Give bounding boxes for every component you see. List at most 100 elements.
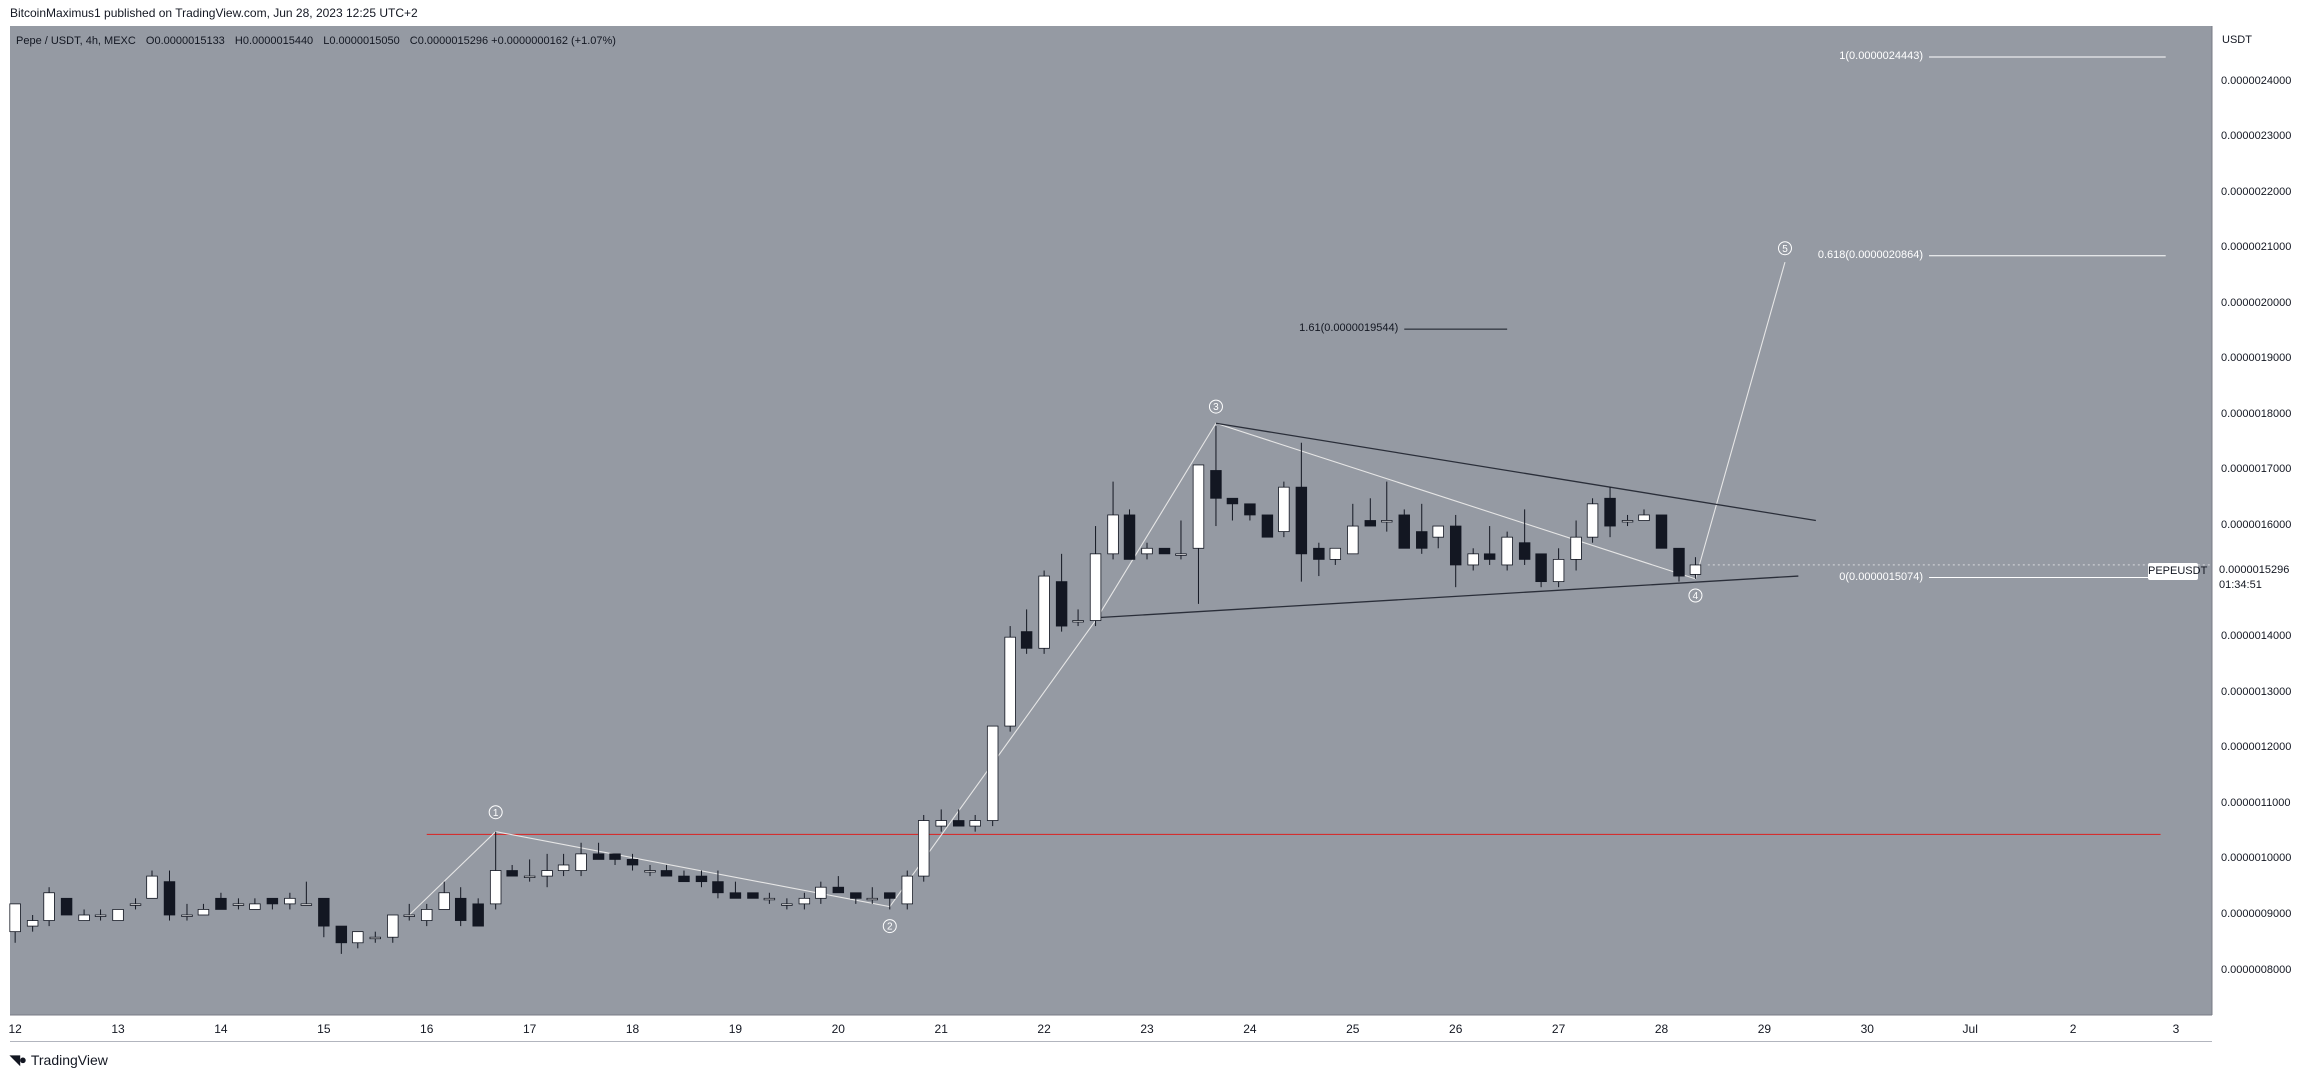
- candle: [557, 864, 570, 871]
- candle: [1570, 536, 1582, 560]
- candle: [626, 859, 639, 866]
- candle: [352, 931, 364, 944]
- candle: [9, 903, 21, 933]
- wave-label-5: 5: [1782, 244, 1788, 255]
- candle: [94, 914, 107, 917]
- candle: [112, 909, 124, 921]
- candle: [1038, 575, 1050, 649]
- candle: [592, 853, 605, 860]
- candle: [935, 820, 947, 827]
- candle: [1192, 464, 1205, 549]
- candle: [1055, 581, 1068, 627]
- candle: [678, 875, 690, 883]
- candle: [1586, 503, 1599, 538]
- tradingview-logo[interactable]: ◥● TradingView: [10, 1052, 108, 1068]
- candle: [1432, 525, 1444, 538]
- candle: [832, 886, 845, 894]
- price-tick: 0.0000009000: [2221, 907, 2292, 920]
- candle: [1175, 553, 1187, 556]
- pair-label: Pepe / USDT, 4h, MEXC: [16, 35, 136, 47]
- wave-label-circle: [1688, 588, 1703, 603]
- wave-label-2: 2: [887, 922, 893, 933]
- candle: [1295, 486, 1308, 555]
- candle: [1278, 486, 1290, 533]
- price-tick: 0.0000020000: [2221, 296, 2292, 309]
- candle: [1072, 620, 1084, 623]
- candle: [609, 853, 621, 860]
- candle: [952, 820, 965, 827]
- time-tick: 21: [934, 1022, 948, 1036]
- price-tick: 0.0000010000: [2221, 852, 2292, 865]
- price-tick: 0.0000021000: [2221, 241, 2292, 254]
- wave-label-circle: [882, 919, 897, 934]
- wave-label-circle: [1208, 399, 1223, 414]
- footer-brand: TradingView: [30, 1052, 108, 1068]
- candle: [986, 725, 999, 821]
- candle: [454, 897, 467, 921]
- candle: [815, 886, 827, 899]
- last-price-box: 0.0000015296 01:34:51: [2213, 563, 2299, 593]
- candle: [1381, 520, 1393, 523]
- candle: [421, 909, 433, 921]
- candle: [1501, 536, 1513, 566]
- time-tick: 14: [214, 1022, 228, 1036]
- candle: [1244, 503, 1256, 516]
- candle: [1483, 553, 1496, 560]
- tradingview-logo-icon: ◥●: [10, 1052, 27, 1067]
- candle: [1604, 497, 1616, 527]
- time-tick: 15: [317, 1022, 331, 1036]
- time-tick: Jul: [1962, 1022, 1978, 1036]
- footer-divider: [10, 1041, 2212, 1042]
- candle: [1638, 514, 1650, 521]
- candle: [1535, 553, 1547, 583]
- candle: [1518, 542, 1531, 560]
- wave-label-1: 1: [493, 808, 499, 819]
- extension-label: 1.61(0.0000019544): [1299, 322, 1399, 335]
- wave-label-circle: [1777, 241, 1792, 256]
- candle: [266, 897, 279, 905]
- wedge-lower-line: [1095, 575, 1799, 619]
- price-axis-unit: USDT: [2222, 34, 2252, 46]
- wedge-upper-line: [1215, 422, 1816, 522]
- symbol-tag: PEPEUSDT: [2148, 563, 2207, 580]
- wave-label-3: 3: [1213, 402, 1219, 413]
- candle: [1123, 514, 1136, 560]
- time-tick: 23: [1140, 1022, 1154, 1036]
- candle: [1107, 514, 1119, 555]
- time-tick: 18: [625, 1022, 640, 1036]
- close-key: C: [409, 35, 418, 47]
- candle: [1261, 514, 1274, 538]
- high-key: H: [234, 35, 243, 47]
- candle: [1398, 514, 1410, 549]
- time-tick: 27: [1551, 1022, 1566, 1036]
- candle: [1364, 520, 1377, 527]
- countdown: 01:34:51: [2219, 579, 2262, 591]
- candle: [695, 875, 708, 883]
- ohlc-legend: Pepe / USDT, 4h, MEXC O0.0000015133 H0.0…: [16, 35, 616, 47]
- last-price: 0.0000015296: [2219, 564, 2290, 576]
- candle: [798, 897, 811, 905]
- candle: [660, 870, 673, 877]
- time-tick: 20: [831, 1022, 845, 1036]
- candle: [747, 892, 759, 899]
- candle: [712, 881, 724, 894]
- time-tick: 2: [2069, 1022, 2077, 1036]
- price-tick: 0.0000018000: [2221, 407, 2292, 420]
- fib-level-label: 0.618(0.0000020864): [1817, 248, 1924, 261]
- candle: [1449, 525, 1462, 566]
- fib-level-label: 0(0.0000015074): [1839, 570, 1924, 583]
- price-tick: 0.0000014000: [2221, 630, 2292, 643]
- time-tick: 30: [1860, 1022, 1874, 1036]
- candle: [1552, 558, 1565, 583]
- open-value: 0.0000015133: [154, 35, 225, 47]
- low-key: L: [323, 35, 330, 47]
- candle: [850, 892, 862, 899]
- price-tick: 0.0000019000: [2221, 352, 2292, 365]
- price-tick: 0.0000016000: [2221, 519, 2292, 532]
- close-value: 0.0000015296: [417, 35, 489, 47]
- high-value: 0.0000015440: [242, 35, 314, 47]
- price-tick: 0.0000024000: [2221, 74, 2292, 87]
- candle: [1004, 636, 1016, 727]
- time-tick: 22: [1037, 1022, 1051, 1036]
